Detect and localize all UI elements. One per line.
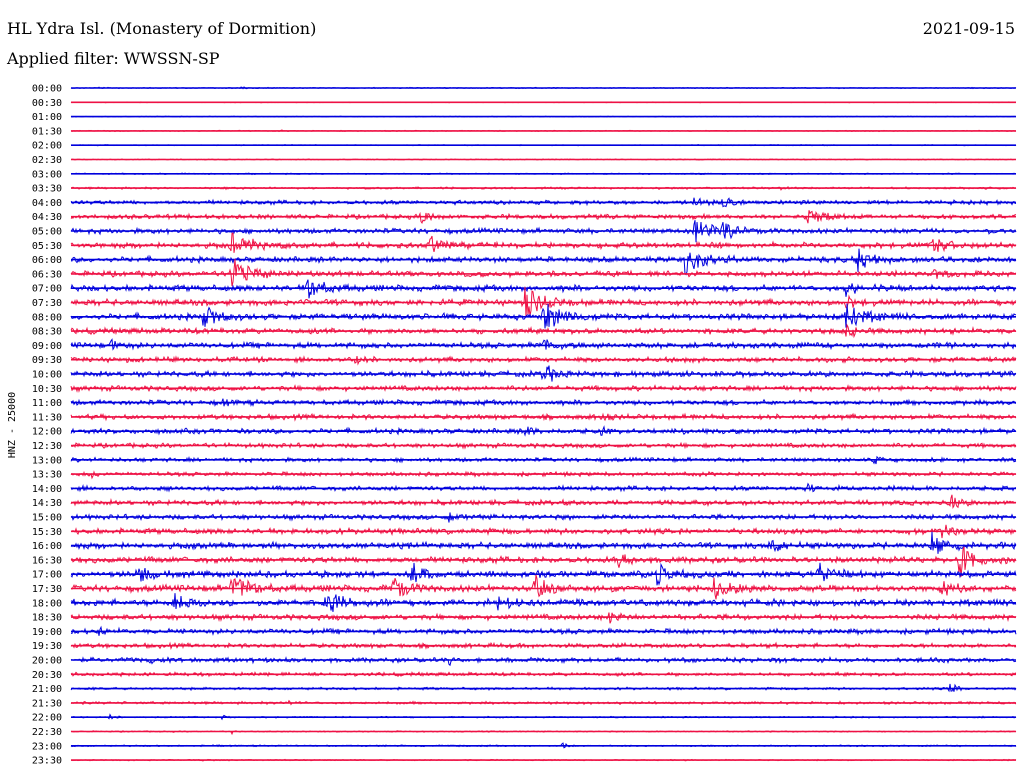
time-tick-label: 11:30	[32, 412, 62, 423]
trace-line	[70, 232, 1017, 253]
time-tick-label: 11:00	[32, 398, 62, 409]
time-tick-label: 04:00	[32, 198, 62, 209]
trace-line	[70, 258, 1017, 287]
time-tick-label: 05:30	[32, 241, 62, 252]
time-tick-label: 17:30	[32, 584, 62, 595]
time-tick-label: 10:30	[32, 384, 62, 395]
trace-line	[70, 531, 1017, 554]
trace-line	[70, 574, 1017, 600]
time-tick-label: 02:30	[32, 155, 62, 166]
time-tick-label: 06:00	[32, 255, 62, 266]
time-tick-label: 20:00	[32, 656, 62, 667]
time-tick-label: 13:30	[32, 470, 62, 481]
time-tick-label: 18:00	[32, 598, 62, 609]
time-tick-label: 18:30	[32, 613, 62, 624]
time-tick-label: 22:00	[32, 713, 62, 724]
time-tick-label: 19:00	[32, 627, 62, 638]
station-title: HL Ydra Isl. (Monastery of Dormition)	[7, 19, 317, 38]
time-tick-label: 12:30	[32, 441, 62, 452]
time-tick-label: 09:00	[32, 341, 62, 352]
time-tick-label: 01:30	[32, 126, 62, 137]
time-tick-label: 16:00	[32, 541, 62, 552]
trace-line	[70, 656, 1017, 667]
time-tick-label: 05:00	[32, 227, 62, 238]
time-tick-label: 07:00	[32, 284, 62, 295]
trace-line	[70, 303, 1017, 329]
time-tick-label: 21:30	[32, 698, 62, 709]
time-tick-label: 02:00	[32, 141, 62, 152]
time-tick-label: 10:00	[32, 370, 62, 381]
trace-line	[70, 338, 1017, 351]
time-tick-label: 15:30	[32, 527, 62, 538]
time-tick-label: 21:00	[32, 684, 62, 695]
time-tick-label: 03:00	[32, 169, 62, 180]
time-tick-label: 00:30	[32, 98, 62, 109]
time-tick-label: 20:30	[32, 670, 62, 681]
time-tick-label: 08:30	[32, 327, 62, 338]
time-tick-label: 17:00	[32, 570, 62, 581]
time-tick-label: 03:30	[32, 184, 62, 195]
time-tick-label: 12:00	[32, 427, 62, 438]
time-tick-label: 09:30	[32, 355, 62, 366]
time-tick-label: 00:00	[32, 84, 62, 95]
time-tick-label: 22:30	[32, 727, 62, 738]
trace-line	[70, 612, 1017, 624]
trace-line	[70, 494, 1017, 509]
time-tick-label: 23:00	[32, 741, 62, 752]
trace-line	[70, 248, 1017, 276]
time-tick-label: 07:30	[32, 298, 62, 309]
y-axis-label: HNZ - 25000	[7, 392, 18, 458]
record-date: 2021-09-15	[922, 19, 1015, 38]
time-tick-label: 16:30	[32, 555, 62, 566]
filter-label: Applied filter: WWSSN-SP	[7, 49, 220, 68]
time-tick-label: 14:30	[32, 498, 62, 509]
time-tick-label: 06:30	[32, 269, 62, 280]
time-tick-label: 23:30	[32, 756, 62, 767]
time-tick-label: 14:00	[32, 484, 62, 495]
time-tick-label: 19:30	[32, 641, 62, 652]
trace-line	[70, 546, 1017, 577]
time-tick-label: 01:00	[32, 112, 62, 123]
time-tick-label: 13:00	[32, 455, 62, 466]
time-tick-label: 15:00	[32, 513, 62, 524]
time-tick-label: 08:00	[32, 312, 62, 323]
time-tick-label: 04:30	[32, 212, 62, 223]
